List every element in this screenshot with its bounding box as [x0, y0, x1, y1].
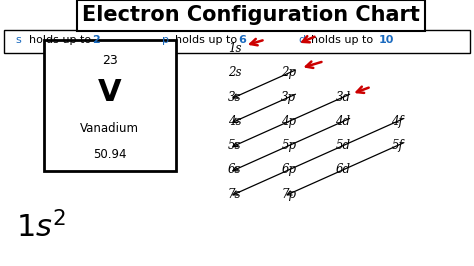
Text: 5s: 5s — [228, 139, 241, 152]
Text: 3s: 3s — [228, 91, 241, 104]
Text: p: p — [162, 35, 169, 45]
Text: $1s^2$: $1s^2$ — [16, 211, 66, 244]
Text: 4f: 4f — [391, 115, 403, 128]
Text: 2: 2 — [92, 35, 100, 45]
Text: holds up to: holds up to — [311, 35, 374, 45]
Text: holds up to: holds up to — [29, 35, 91, 45]
Text: 3d: 3d — [336, 91, 351, 104]
Text: 50.94: 50.94 — [93, 148, 127, 161]
FancyBboxPatch shape — [4, 30, 470, 53]
Text: 6d: 6d — [336, 163, 351, 176]
Text: 10: 10 — [378, 35, 394, 45]
Text: 4p: 4p — [282, 115, 296, 128]
Text: 6: 6 — [238, 35, 246, 45]
Text: 5f: 5f — [391, 139, 403, 152]
Text: 4s: 4s — [228, 115, 241, 128]
Text: 4d: 4d — [336, 115, 351, 128]
Text: Vanadium: Vanadium — [80, 122, 139, 135]
Text: d: d — [298, 35, 305, 45]
Text: 5d: 5d — [336, 139, 351, 152]
Text: 6s: 6s — [228, 163, 241, 176]
Text: Electron Configuration Chart: Electron Configuration Chart — [82, 5, 420, 25]
Text: 1s: 1s — [228, 42, 241, 55]
Text: 3p: 3p — [282, 91, 296, 104]
Text: 7p: 7p — [282, 188, 296, 201]
Text: s: s — [16, 35, 21, 45]
Text: 7s: 7s — [228, 188, 241, 201]
Text: 6p: 6p — [282, 163, 296, 176]
FancyBboxPatch shape — [44, 40, 176, 171]
Text: 5p: 5p — [282, 139, 296, 152]
Text: V: V — [98, 78, 122, 107]
Text: holds up to: holds up to — [175, 35, 237, 45]
Text: 23: 23 — [102, 54, 118, 67]
Text: 2s: 2s — [228, 66, 241, 80]
Text: 2p: 2p — [282, 66, 296, 80]
